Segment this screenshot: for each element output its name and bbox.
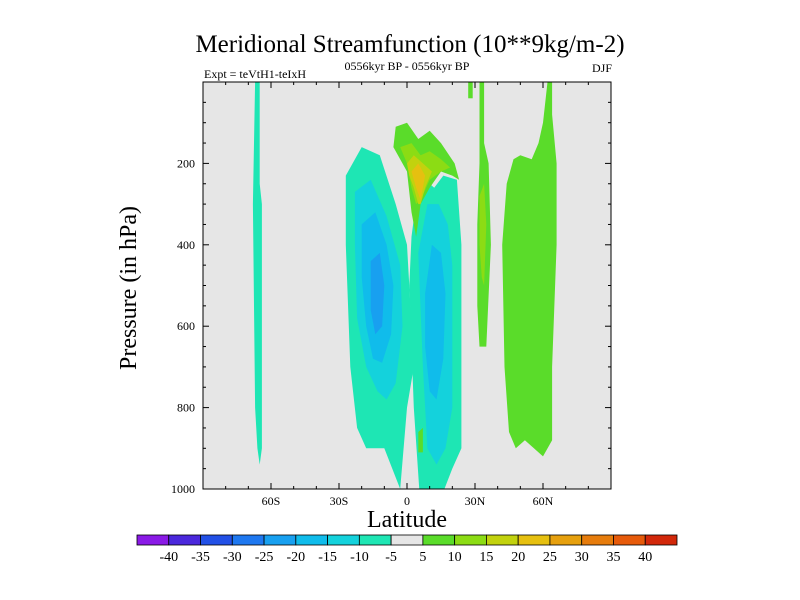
- colorbar-swatch: [263, 534, 297, 546]
- colorbar-label: 15: [479, 550, 493, 565]
- colorbar-label: -30: [223, 550, 242, 565]
- contour-region: [418, 427, 423, 453]
- colorbar-label: 25: [543, 550, 557, 565]
- contour-region: [370, 252, 385, 335]
- colorbar-label: 40: [638, 550, 652, 565]
- colorbar-label: -40: [159, 550, 178, 565]
- colorbar-swatch: [549, 534, 583, 546]
- colorbar-swatch: [295, 534, 328, 546]
- colorbar-swatch: [231, 534, 265, 546]
- contour-region: [468, 82, 473, 99]
- colorbar-swatch: [486, 534, 519, 546]
- colorbar-label: 20: [511, 550, 525, 565]
- colorbar-swatch: [422, 534, 456, 546]
- left-string: Expt = teVtH1-teIxH: [204, 67, 306, 81]
- colorbar-swatch: [168, 534, 201, 546]
- colorbar-label: 30: [575, 550, 589, 565]
- contour-region: [252, 82, 262, 465]
- colorbar-swatch: [613, 534, 646, 546]
- y-axis-label: Pressure (in hPa): [116, 206, 142, 370]
- x-tick-label: 30S: [330, 494, 349, 508]
- x-axis-label: Latitude: [367, 507, 447, 533]
- colorbar-label: -35: [191, 550, 210, 565]
- colorbar-label: -20: [286, 550, 305, 565]
- colorbar-swatch: [327, 534, 360, 546]
- right-string: DJF: [592, 61, 612, 75]
- colorbar-label: 35: [607, 550, 621, 565]
- x-tick-label: 60N: [533, 494, 554, 508]
- y-tick-label: 800: [177, 401, 195, 415]
- colorbar-swatch: [581, 534, 614, 546]
- y-tick-label: 1000: [171, 482, 195, 496]
- colorbar-label: -15: [318, 550, 337, 565]
- colorbar-swatch: [454, 534, 487, 546]
- y-tick-label: 600: [177, 319, 195, 333]
- center-string: 0556kyr BP - 0556kyr BP: [345, 59, 470, 73]
- contour-region: [411, 163, 426, 200]
- colorbar-label: 10: [448, 550, 462, 565]
- colorbar: -40 -35 -30 -25 -20 -15 -10 -5 5 10 15 20 25 30 35 40: [136, 534, 678, 565]
- contour-region: [479, 183, 487, 286]
- x-tick-label: 0: [404, 494, 410, 508]
- colorbar-label: -25: [255, 550, 274, 565]
- x-tick-label: 30N: [465, 494, 486, 508]
- colorbar-label: 5: [419, 550, 426, 565]
- contour-region: [425, 244, 446, 400]
- colorbar-swatch: [136, 534, 170, 546]
- colorbar-swatch: [358, 534, 392, 546]
- chart-title: Meridional Streamfunction (10**9kg/m-2): [195, 31, 624, 58]
- y-tick-label: 200: [177, 156, 195, 170]
- contour-regions: [252, 82, 557, 489]
- colorbar-label: -5: [385, 550, 397, 565]
- contour-region: [502, 82, 557, 457]
- colorbar-swatch: [200, 534, 233, 546]
- colorbar-swatch: [517, 534, 551, 546]
- axis-ticks: 60S 30S 0 30N 60N 200 400 600 800 1000: [171, 82, 611, 508]
- y-tick-label: 400: [177, 238, 195, 252]
- colorbar-swatch: [644, 534, 678, 546]
- x-tick-label: 60S: [262, 494, 281, 508]
- colorbar-swatch: [390, 534, 424, 546]
- colorbar-label: -10: [350, 550, 369, 565]
